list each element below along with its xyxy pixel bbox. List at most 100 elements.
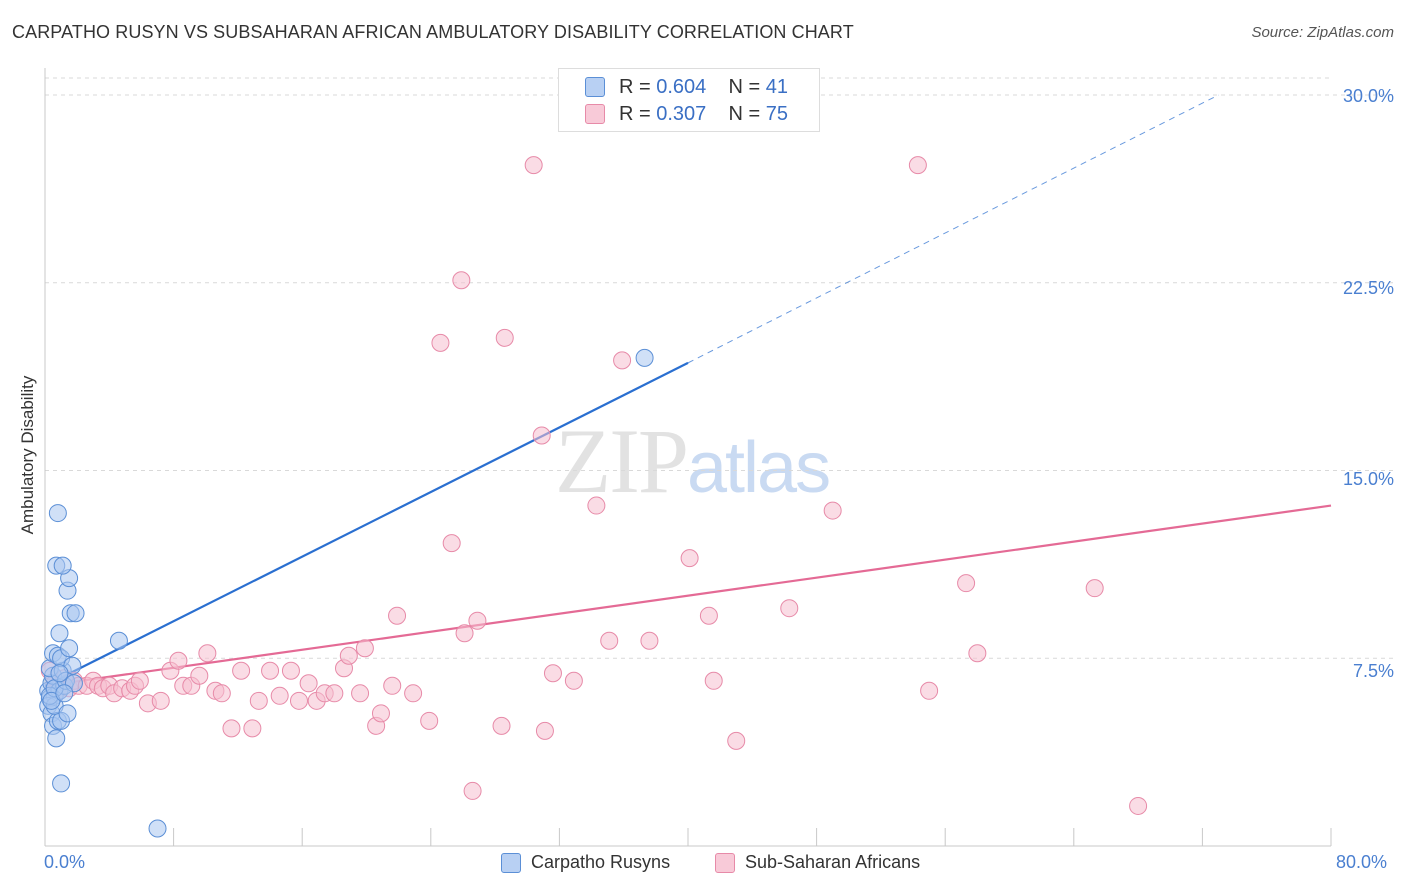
source-credit: Source: ZipAtlas.com [1251, 24, 1394, 41]
point-sub-saharan-africans [232, 661, 251, 680]
legend-r-label: R = [619, 102, 651, 125]
point-sub-saharan-africans [190, 666, 209, 685]
legend-swatch-pink [715, 852, 735, 873]
point-carpatho-rusyns [47, 729, 66, 748]
chart-title: CARPATHO RUSYN VS SUBSAHARAN AFRICAN AMB… [12, 22, 854, 42]
point-sub-saharan-africans [169, 651, 188, 670]
point-sub-saharan-africans [383, 676, 402, 695]
legend-r-value: 0.307 [656, 102, 707, 125]
point-carpatho-rusyns [55, 684, 74, 703]
y-tick-label-15: 15.0% [1342, 469, 1394, 489]
point-sub-saharan-africans [823, 501, 842, 520]
point-sub-saharan-africans [640, 631, 659, 650]
legend-label-carpatho-rusyns: Carpatho Rusyns [531, 852, 671, 872]
point-sub-saharan-africans [727, 731, 746, 750]
point-sub-saharan-africans [468, 611, 487, 630]
legend-swatch-blue [585, 77, 605, 97]
point-sub-saharan-africans [704, 671, 723, 690]
point-sub-saharan-africans [151, 691, 170, 710]
point-sub-saharan-africans [281, 661, 300, 680]
point-carpatho-rusyns [53, 556, 72, 575]
point-sub-saharan-africans [249, 691, 268, 710]
x-tick-label-min: 0.0% [44, 852, 86, 872]
point-carpatho-rusyns [109, 631, 128, 650]
point-sub-saharan-africans [455, 624, 474, 643]
point-sub-saharan-africans [957, 574, 976, 593]
legend-n-label: N = [728, 102, 761, 125]
point-sub-saharan-africans [289, 691, 308, 710]
x-tick-label-max: 80.0% [1336, 852, 1388, 872]
legend-item-sub-saharan-africans[interactable]: Sub-Saharan Africans [715, 852, 920, 873]
point-sub-saharan-africans [325, 684, 344, 703]
legend-r-label: R = [619, 75, 651, 98]
legend-r-value: 0.604 [656, 75, 707, 98]
point-sub-saharan-africans [404, 684, 423, 703]
point-sub-saharan-africans [780, 599, 799, 618]
data-points [39, 156, 1148, 838]
point-sub-saharan-africans [452, 271, 471, 290]
trend-line-carpatho [44, 361, 689, 687]
point-carpatho-rusyns [58, 704, 77, 723]
y-tick-label-22-5: 22.5% [1342, 278, 1394, 298]
watermark-atlas: atlas [687, 428, 831, 508]
legend-n-value: 41 [765, 75, 789, 98]
point-carpatho-rusyns [52, 774, 71, 793]
trend-line-carpatho-extension [687, 94, 1219, 364]
point-sub-saharan-africans [270, 686, 289, 705]
point-sub-saharan-africans [564, 671, 583, 690]
point-sub-saharan-africans [613, 351, 632, 370]
point-carpatho-rusyns [50, 624, 69, 643]
point-sub-saharan-africans [908, 156, 927, 175]
point-carpatho-rusyns [148, 819, 167, 838]
legend-row-subsaharan: R = 0.307 N = 75 [585, 102, 788, 126]
point-sub-saharan-africans [600, 631, 619, 650]
legend-row-carpatho: R = 0.604 N = 41 [585, 75, 788, 99]
point-sub-saharan-africans [388, 606, 407, 625]
point-sub-saharan-africans [535, 721, 554, 740]
point-sub-saharan-africans [130, 671, 149, 690]
legend-label-sub-saharan-africans: Sub-Saharan Africans [745, 852, 921, 872]
legend-n-value: 75 [765, 102, 789, 125]
point-sub-saharan-africans [495, 328, 514, 347]
point-sub-saharan-africans [261, 661, 280, 680]
point-sub-saharan-africans [355, 639, 374, 658]
watermark: ZIPatlas [555, 408, 831, 514]
point-sub-saharan-africans [442, 534, 461, 553]
point-sub-saharan-africans [920, 681, 939, 700]
point-sub-saharan-africans [212, 684, 231, 703]
point-sub-saharan-africans [222, 719, 241, 738]
point-carpatho-rusyns [635, 348, 654, 367]
point-sub-saharan-africans [532, 426, 551, 445]
trend-lines [44, 94, 1332, 687]
point-sub-saharan-africans [463, 781, 482, 800]
point-carpatho-rusyns [48, 504, 67, 523]
legend-n-label: N = [728, 75, 761, 98]
point-sub-saharan-africans [524, 156, 543, 175]
point-sub-saharan-africans [680, 549, 699, 568]
point-sub-saharan-africans [351, 684, 370, 703]
point-carpatho-rusyns [50, 664, 69, 683]
legend-item-carpatho-rusyns[interactable]: Carpatho Rusyns [501, 852, 670, 873]
point-sub-saharan-africans [431, 333, 450, 352]
y-tick-label-7-5: 7.5% [1352, 661, 1394, 681]
legend-swatch-pink [585, 104, 605, 124]
stats-legend: R = 0.604 N = 41 R = 0.307 N = 75 [558, 68, 820, 132]
point-sub-saharan-africans [339, 646, 358, 665]
point-sub-saharan-africans [587, 496, 606, 515]
point-sub-saharan-africans [1129, 796, 1148, 815]
point-sub-saharan-africans [968, 644, 987, 663]
point-sub-saharan-africans [243, 719, 262, 738]
trend-line-sub-saharan [44, 504, 1332, 687]
grid-lines [45, 77, 1393, 659]
point-sub-saharan-africans [299, 674, 318, 693]
point-sub-saharan-africans [543, 664, 562, 683]
point-sub-saharan-africans [1085, 579, 1104, 598]
legend-swatch-blue [501, 852, 521, 873]
point-carpatho-rusyns [66, 604, 85, 623]
watermark-zip: ZIP [555, 410, 689, 512]
point-sub-saharan-africans [699, 606, 718, 625]
point-carpatho-rusyns [60, 639, 79, 658]
y-tick-label-30: 30.0% [1342, 86, 1394, 106]
point-sub-saharan-africans [492, 716, 511, 735]
